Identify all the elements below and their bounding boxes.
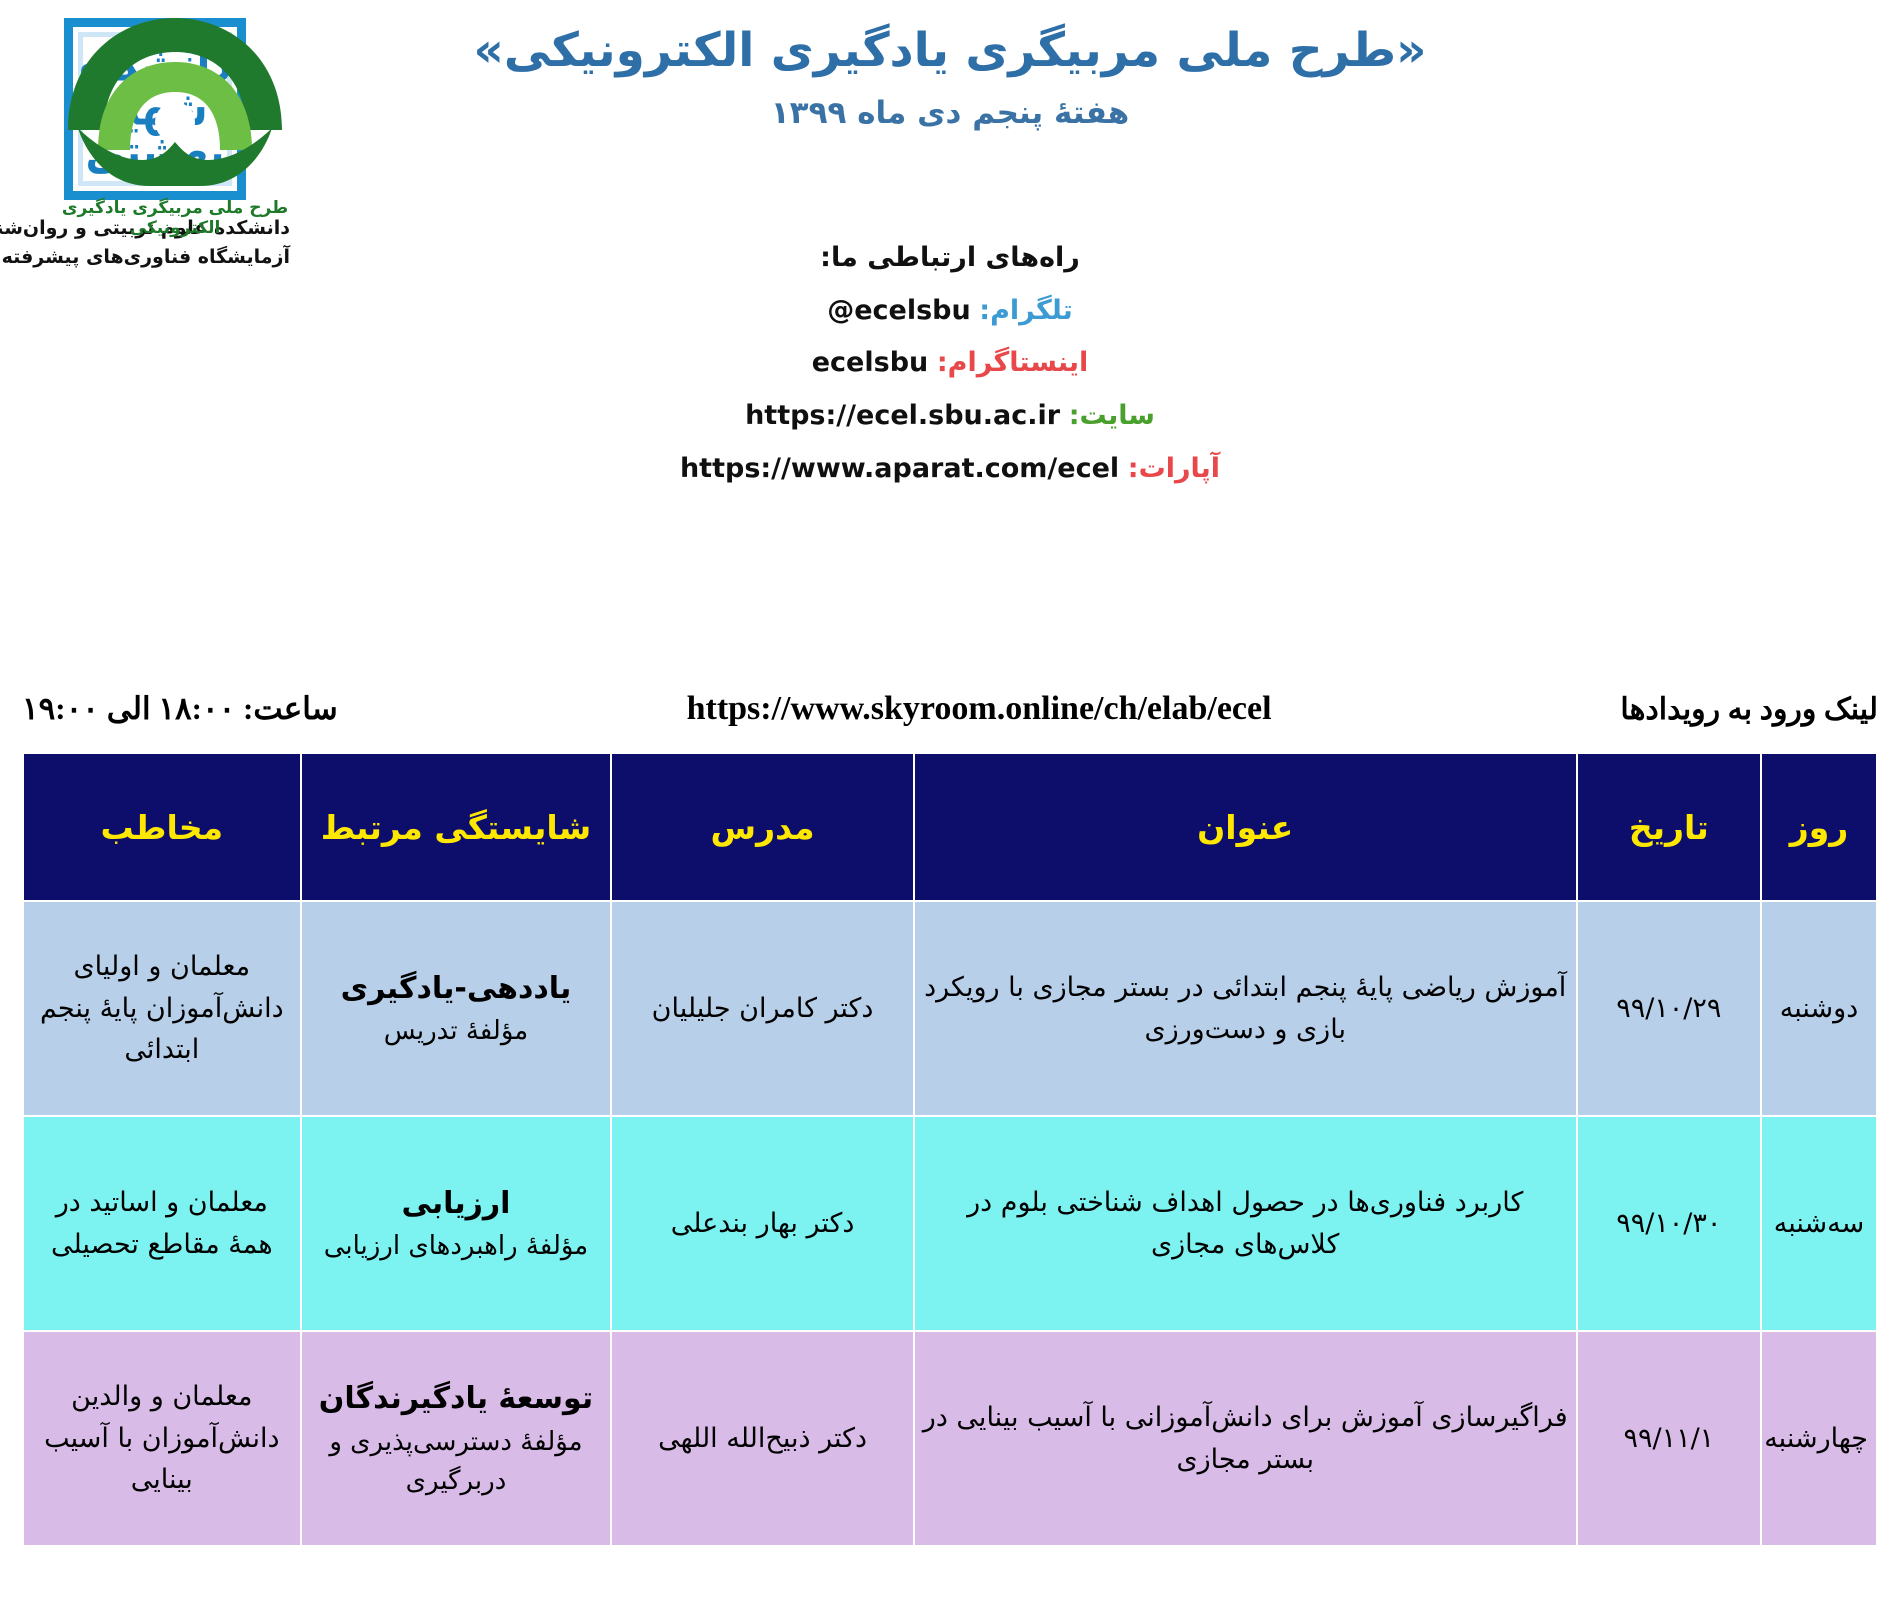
cell-audience: معلمان و اولیای دانش‌آموزان پایهٔ پنجم ا…: [22, 900, 302, 1117]
contact-sep-aparat: :: [1127, 452, 1139, 484]
competency-main: یاددهی-یادگیری: [340, 970, 572, 1006]
cell-title: فراگیرسازی آموزش برای دانش‌آموزانی با آس…: [912, 1330, 1578, 1547]
cell-competency: ارزیابی مؤلفهٔ راهبردهای ارزیابی: [299, 1115, 613, 1332]
cell-day: سه‌شنبه: [1760, 1115, 1878, 1332]
event-link-label: لینک ورود به رویدادها: [1620, 692, 1878, 726]
table-row: چهارشنبه ۹۹/۱۱/۱ فراگیرسازی آموزش برای د…: [22, 1330, 1878, 1547]
schedule-table-wrap: روز تاریخ عنوان مدرس شایستگی مرتبط مخاطب…: [22, 752, 1878, 1547]
col-header-date: تاریخ: [1575, 752, 1763, 902]
ecel-logo-caption: طرح ملی مربیگری یادگیری الکترونیکی: [61, 198, 289, 238]
cell-date: ۹۹/۱۰/۳۰: [1575, 1115, 1763, 1332]
col-header-teacher: مدرس: [610, 752, 915, 902]
contact-label-instagram: اینستاگرام: [947, 347, 1089, 379]
sbu-logo-caption: دانشکده علوم تربیتی و روان‌شناسی آزمایشگ…: [0, 214, 290, 273]
contact-value-instagram[interactable]: ecelsbu: [811, 347, 929, 379]
competency-sub: مؤلفهٔ تدریس: [383, 1016, 529, 1047]
competency-main: ارزیابی: [401, 1185, 511, 1221]
cell-audience: معلمان و والدین دانش‌آموزان با آسیب بینا…: [22, 1330, 302, 1547]
contact-value-website[interactable]: https://ecel.sbu.ac.ir: [745, 399, 1061, 431]
event-link-url[interactable]: https://www.skyroom.online/ch/elab/ecel: [686, 690, 1272, 727]
contact-sep-website: :: [1068, 399, 1080, 431]
cell-title: کاربرد فناوری‌ها در حصول اهداف شناختی بل…: [912, 1115, 1578, 1332]
col-header-competency: شایستگی مرتبط: [299, 752, 613, 902]
competency-main: توسعهٔ یادگیرندگان: [318, 1381, 594, 1417]
contact-label-aparat: آپارات: [1138, 452, 1221, 484]
ecel-logo-block: طرح ملی مربیگری یادگیری الکترونیکی: [30, 10, 320, 238]
col-header-title: عنوان: [912, 752, 1578, 902]
contact-row-website: سایت: https://ecel.sbu.ac.ir: [0, 390, 1900, 443]
cell-teacher: دکتر بهار بندعلی: [610, 1115, 915, 1332]
contact-label-telegram: تلگرام: [990, 294, 1073, 326]
competency-sub: مؤلفهٔ دسترسی‌پذیری و دربرگیری: [329, 1426, 583, 1496]
contact-block: راه‌های ارتباطی ما: تلگرام: @ecelsbu این…: [0, 232, 1900, 495]
contact-sep-instagram: :: [936, 347, 948, 379]
cell-date: ۹۹/۱۰/۲۹: [1575, 900, 1763, 1117]
contact-sep-telegram: :: [979, 294, 991, 326]
col-header-day: روز: [1760, 752, 1878, 902]
contact-row-instagram: اینستاگرام: ecelsbu: [0, 337, 1900, 390]
table-row: دوشنبه ۹۹/۱۰/۲۹ آموزش ریاضی پایهٔ پنجم ا…: [22, 900, 1878, 1117]
cell-audience: معلمان و اساتید در همهٔ مقاطع تحصیلی: [22, 1115, 302, 1332]
contact-value-telegram[interactable]: @ecelsbu: [827, 294, 971, 326]
cell-date: ۹۹/۱۱/۱: [1575, 1330, 1763, 1547]
faculty-name: دانشکده علوم تربیتی و روان‌شناسی: [0, 217, 290, 239]
cell-teacher: دکتر ذبیح‌الله اللهی: [610, 1330, 915, 1547]
contact-value-aparat[interactable]: https://www.aparat.com/ecel: [679, 452, 1120, 484]
cell-competency: توسعهٔ یادگیرندگان مؤلفهٔ دسترسی‌پذیری و…: [299, 1330, 613, 1547]
cell-competency: یاددهی-یادگیری مؤلفهٔ تدریس: [299, 900, 613, 1117]
contact-row-aparat: آپارات: https://www.aparat.com/ecel: [0, 443, 1900, 496]
table-header-row: روز تاریخ عنوان مدرس شایستگی مرتبط مخاطب: [22, 752, 1878, 902]
ecel-logo-icon: [50, 10, 300, 192]
cell-day: چهارشنبه: [1760, 1330, 1878, 1547]
table-row: سه‌شنبه ۹۹/۱۰/۳۰ کاربرد فناوری‌ها در حصو…: [22, 1115, 1878, 1332]
cell-title: آموزش ریاضی پایهٔ پنجم ابتدائی در بستر م…: [912, 900, 1578, 1117]
competency-sub: مؤلفهٔ راهبردهای ارزیابی: [323, 1231, 589, 1262]
lab-name: آزمایشگاه فناوری‌های پیشرفته یادگیری: [0, 246, 290, 269]
event-link-bar: لینک ورود به رویدادها https://www.skyroo…: [22, 690, 1878, 728]
col-header-audience: مخاطب: [22, 752, 302, 902]
event-time: ساعت: ۱۸:۰۰ الی ۱۹:۰۰: [22, 691, 338, 726]
schedule-table: روز تاریخ عنوان مدرس شایستگی مرتبط مخاطب…: [22, 752, 1878, 1547]
contact-label-website: سایت: [1079, 399, 1155, 431]
cell-teacher: دکتر کامران جلیلیان: [610, 900, 915, 1117]
cell-day: دوشنبه: [1760, 900, 1878, 1117]
contact-row-telegram: تلگرام: @ecelsbu: [0, 285, 1900, 338]
contact-heading: راه‌های ارتباطی ما:: [820, 242, 1080, 273]
